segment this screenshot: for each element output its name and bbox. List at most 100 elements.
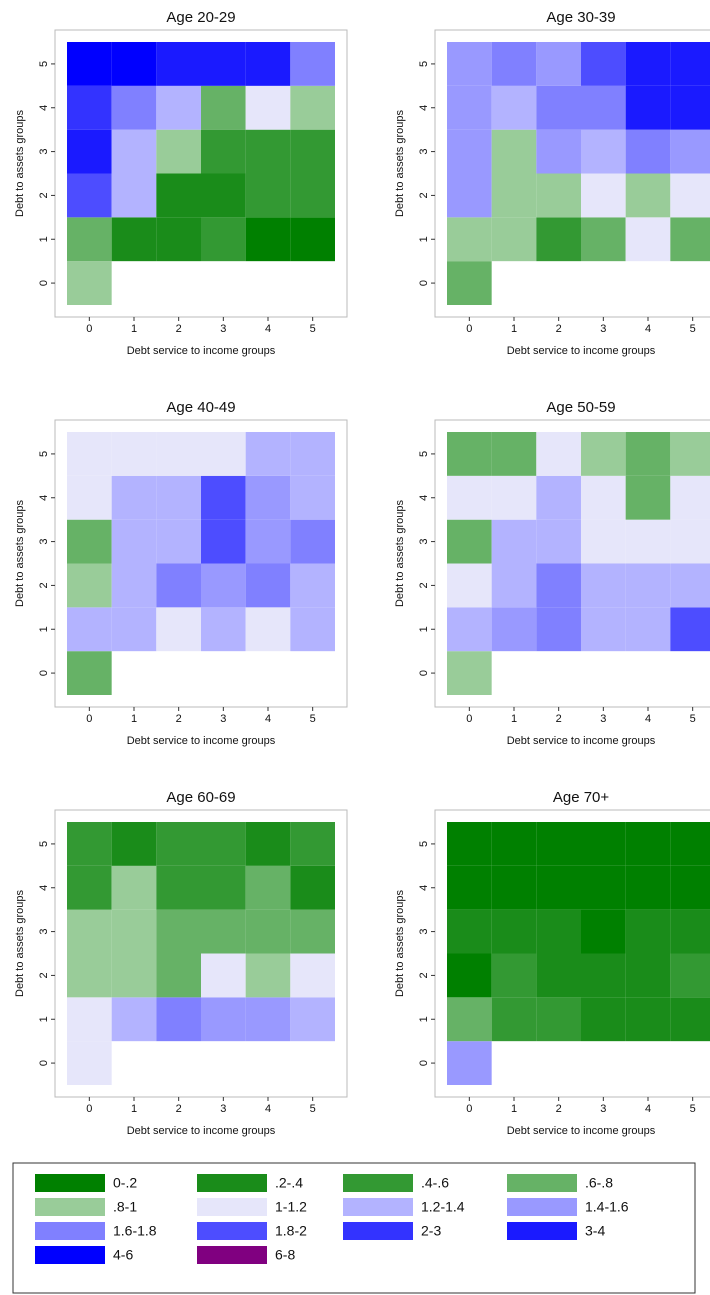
heat-cell (536, 519, 581, 564)
heat-cell (290, 563, 335, 608)
y-tick-label: 1 (38, 1016, 50, 1022)
y-tick-label: 3 (418, 149, 430, 155)
heat-cell (581, 432, 626, 476)
y-axis-title: Debt to assets groups (14, 110, 26, 218)
heat-cell (670, 953, 710, 998)
heat-cell (625, 997, 671, 1042)
heat-cell (491, 563, 537, 608)
heat-cell (245, 563, 291, 608)
y-tick-label: 3 (38, 149, 50, 155)
x-tick-label: 5 (310, 323, 316, 335)
heat-cell (156, 475, 201, 520)
heat-cell (447, 129, 492, 174)
y-tick-label: 5 (418, 841, 430, 847)
heat-cell (670, 129, 710, 174)
heat-cell (581, 85, 626, 130)
heat-cell (245, 217, 291, 262)
heat-cell (111, 217, 157, 262)
heat-cell (156, 909, 201, 954)
x-tick-label: 0 (466, 1103, 472, 1115)
y-tick-label: 1 (418, 626, 430, 632)
heat-cell (447, 519, 492, 564)
x-tick-label: 2 (176, 323, 182, 335)
y-tick-label: 3 (38, 929, 50, 935)
heat-cell (625, 42, 671, 86)
x-axis-title: Debt service to income groups (127, 345, 276, 357)
x-tick-label: 4 (265, 323, 271, 335)
heat-cell (111, 865, 157, 910)
heat-cell (156, 607, 201, 652)
panel-title: Age 40-49 (166, 399, 235, 416)
heat-cell (491, 822, 537, 866)
heat-cell (201, 173, 246, 218)
heat-cell (67, 1041, 112, 1085)
heat-cell (670, 563, 710, 608)
heat-cell (67, 85, 112, 130)
heat-cell (536, 865, 581, 910)
x-axis-title: Debt service to income groups (507, 735, 656, 747)
heat-cell (447, 261, 492, 305)
legend-swatch (507, 1174, 577, 1192)
y-tick-label: 5 (38, 451, 50, 457)
heat-cell (245, 607, 291, 652)
y-tick-label: 1 (418, 1016, 430, 1022)
x-tick-label: 0 (86, 1103, 92, 1115)
x-tick-label: 5 (310, 713, 316, 725)
heat-cell (670, 865, 710, 910)
heat-cell (536, 997, 581, 1042)
heat-cell (447, 42, 492, 86)
heat-cell (625, 217, 671, 262)
y-tick-label: 1 (38, 626, 50, 632)
heat-cell (201, 519, 246, 564)
y-tick-label: 5 (418, 61, 430, 67)
heat-cell (670, 42, 710, 86)
heat-cell (581, 607, 626, 652)
heat-cell (581, 475, 626, 520)
heat-cell (245, 432, 291, 476)
heat-cell (447, 651, 492, 695)
x-tick-label: 0 (86, 323, 92, 335)
heat-cell (290, 607, 335, 652)
y-tick-label: 0 (418, 1060, 430, 1066)
x-tick-label: 2 (556, 713, 562, 725)
y-axis-title: Debt to assets groups (394, 890, 406, 998)
heat-cell (536, 173, 581, 218)
legend-label: .4-.6 (421, 1175, 449, 1191)
heat-cell (491, 173, 537, 218)
heat-cell (536, 475, 581, 520)
heat-cell (625, 607, 671, 652)
heat-cell (581, 563, 626, 608)
heat-cell (491, 42, 537, 86)
heat-cell (111, 85, 157, 130)
heat-cell (670, 85, 710, 130)
heat-cell (67, 129, 112, 174)
y-tick-label: 5 (418, 451, 430, 457)
x-tick-label: 3 (600, 713, 606, 725)
heat-cell (290, 85, 335, 130)
x-tick-label: 1 (511, 713, 517, 725)
heat-cell (111, 909, 157, 954)
heat-cell (111, 475, 157, 520)
heat-cell (245, 953, 291, 998)
legend-label: 4-6 (113, 1247, 133, 1263)
x-tick-label: 2 (556, 323, 562, 335)
y-tick-label: 3 (38, 539, 50, 545)
y-tick-label: 2 (38, 582, 50, 588)
heat-cell (201, 85, 246, 130)
heat-cell (491, 475, 537, 520)
heat-cell (581, 217, 626, 262)
x-tick-label: 3 (600, 323, 606, 335)
heat-cell (290, 475, 335, 520)
legend-swatch (35, 1222, 105, 1240)
heat-cell (491, 85, 537, 130)
y-axis-title: Debt to assets groups (14, 500, 26, 608)
heat-cell (67, 822, 112, 866)
heat-cell (111, 173, 157, 218)
x-tick-label: 0 (466, 323, 472, 335)
x-tick-label: 2 (556, 1103, 562, 1115)
y-axis-title: Debt to assets groups (14, 890, 26, 998)
y-tick-label: 2 (38, 192, 50, 198)
legend-label: 0-.2 (113, 1175, 137, 1191)
legend-label: 1.8-2 (275, 1223, 307, 1239)
